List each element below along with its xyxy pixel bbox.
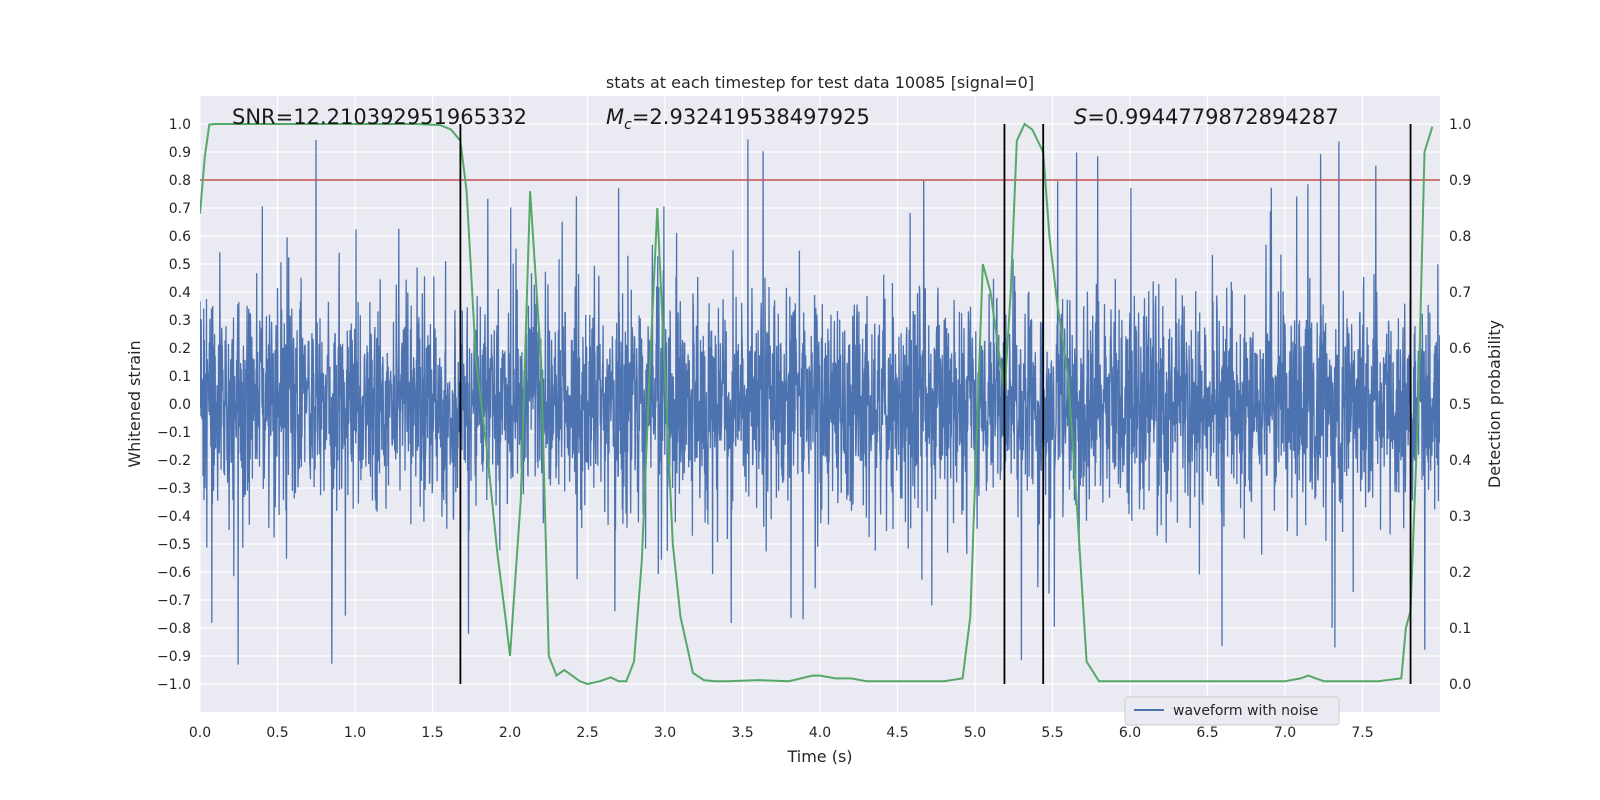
y-tick-label-14: −0.4 <box>157 509 191 525</box>
y-tick-label-15: −0.5 <box>157 537 191 553</box>
y-tick-label-9: 0.1 <box>169 369 191 385</box>
y2-tick-label-6: 0.4 <box>1449 453 1471 469</box>
x-tick-label-11: 5.5 <box>1041 725 1063 741</box>
y-tick-label-2: 0.8 <box>169 173 191 189</box>
y-tick-labels: 1.0 0.9 0.8 0.7 0.6 0.5 0.4 0.3 0.2 0.1 0.0 −0.1 −0.… <box>157 117 191 693</box>
x-tick-label-6: 3.0 <box>654 725 676 741</box>
y-tick-label-18: −0.8 <box>157 621 191 637</box>
y-tick-label-7: 0.3 <box>169 313 191 329</box>
y-tick-label-5: 0.5 <box>169 257 191 273</box>
y2-tick-label-1: 0.9 <box>1449 173 1471 189</box>
legend-label: waveform with noise <box>1173 703 1318 719</box>
y-tick-label-10: 0.0 <box>169 397 191 413</box>
y2-axis-label: Detection probability <box>1485 320 1504 488</box>
probability-series <box>200 122 1434 686</box>
y-tick-label-13: −0.3 <box>157 481 191 497</box>
score-annotation: S=0.9944779872894287 <box>1074 105 1339 129</box>
x-tick-label-12: 6.0 <box>1119 725 1141 741</box>
score-value: =0.9944779872894287 <box>1087 105 1338 129</box>
x-tick-label-13: 6.5 <box>1196 725 1218 741</box>
waveform-series <box>200 139 1440 665</box>
y2-tick-label-3: 0.7 <box>1449 285 1471 301</box>
x-tick-label-15: 7.5 <box>1351 725 1373 741</box>
legend-box <box>1124 696 1340 726</box>
x-tick-label-9: 4.5 <box>886 725 908 741</box>
y2-tick-label-7: 0.3 <box>1449 509 1471 525</box>
y-tick-label-17: −0.7 <box>157 593 191 609</box>
x-tick-label-3: 1.5 <box>421 725 443 741</box>
y2-tick-label-9: 0.1 <box>1449 621 1471 637</box>
chirp-mass-symbol: M <box>606 105 624 129</box>
y2-tick-label-0: 1.0 <box>1449 117 1471 133</box>
snr-annotation: SNR=12.210392951965332 <box>232 105 527 129</box>
y2-tick-labels: 1.0 0.9 0.8 0.7 0.6 0.5 0.4 0.3 0.2 0.1 0.0 <box>1449 117 1471 693</box>
waveform-line <box>200 139 1440 665</box>
chirp-mass-subscript: c <box>624 117 632 133</box>
chirp-mass-annotation: Mc=2.932419538497925 <box>606 105 870 133</box>
vertical-markers <box>459 124 1412 684</box>
y2-tick-label-2: 0.8 <box>1449 229 1471 245</box>
x-tick-label-8: 4.0 <box>809 725 831 741</box>
y-tick-label-1: 0.9 <box>169 145 191 161</box>
y2-tick-label-4: 0.6 <box>1449 341 1471 357</box>
x-axis-label: Time (s) <box>786 747 852 766</box>
y-tick-label-16: −0.6 <box>157 565 191 581</box>
legend: waveform with noise <box>1124 696 1340 726</box>
y-tick-label-6: 0.4 <box>169 285 191 301</box>
y-tick-label-0: 1.0 <box>169 117 191 133</box>
x-tick-label-5: 2.5 <box>576 725 598 741</box>
x-tick-label-2: 1.0 <box>344 725 366 741</box>
chirp-mass-value: =2.932419538497925 <box>632 105 870 129</box>
chart-title: stats at each timestep for test data 100… <box>606 73 1034 92</box>
y-tick-label-20: −1.0 <box>157 677 191 693</box>
probability-line <box>200 122 1434 686</box>
y2-tick-label-5: 0.5 <box>1449 397 1471 413</box>
x-tick-label-10: 5.0 <box>964 725 986 741</box>
x-tick-label-7: 3.5 <box>731 725 753 741</box>
x-tick-labels: 0.0 0.5 1.0 1.5 2.0 2.5 3.0 3.5 4.0 4.5 5.0 5.5 6.0 6… <box>189 725 1374 741</box>
x-tick-label-4: 2.0 <box>499 725 521 741</box>
y-tick-label-4: 0.6 <box>169 229 191 245</box>
y-tick-label-19: −0.9 <box>157 649 191 665</box>
y-tick-label-8: 0.2 <box>169 341 191 357</box>
y2-tick-label-8: 0.2 <box>1449 565 1471 581</box>
x-tick-label-1: 0.5 <box>266 725 288 741</box>
y-tick-label-11: −0.1 <box>157 425 191 441</box>
y-tick-label-12: −0.2 <box>157 453 191 469</box>
x-tick-label-0: 0.0 <box>189 725 211 741</box>
y2-tick-label-10: 0.0 <box>1449 677 1471 693</box>
y-tick-label-3: 0.7 <box>169 201 191 217</box>
x-tick-label-14: 7.0 <box>1274 725 1296 741</box>
score-symbol: S <box>1074 105 1087 129</box>
y-axis-label: Whitened strain <box>125 340 144 467</box>
